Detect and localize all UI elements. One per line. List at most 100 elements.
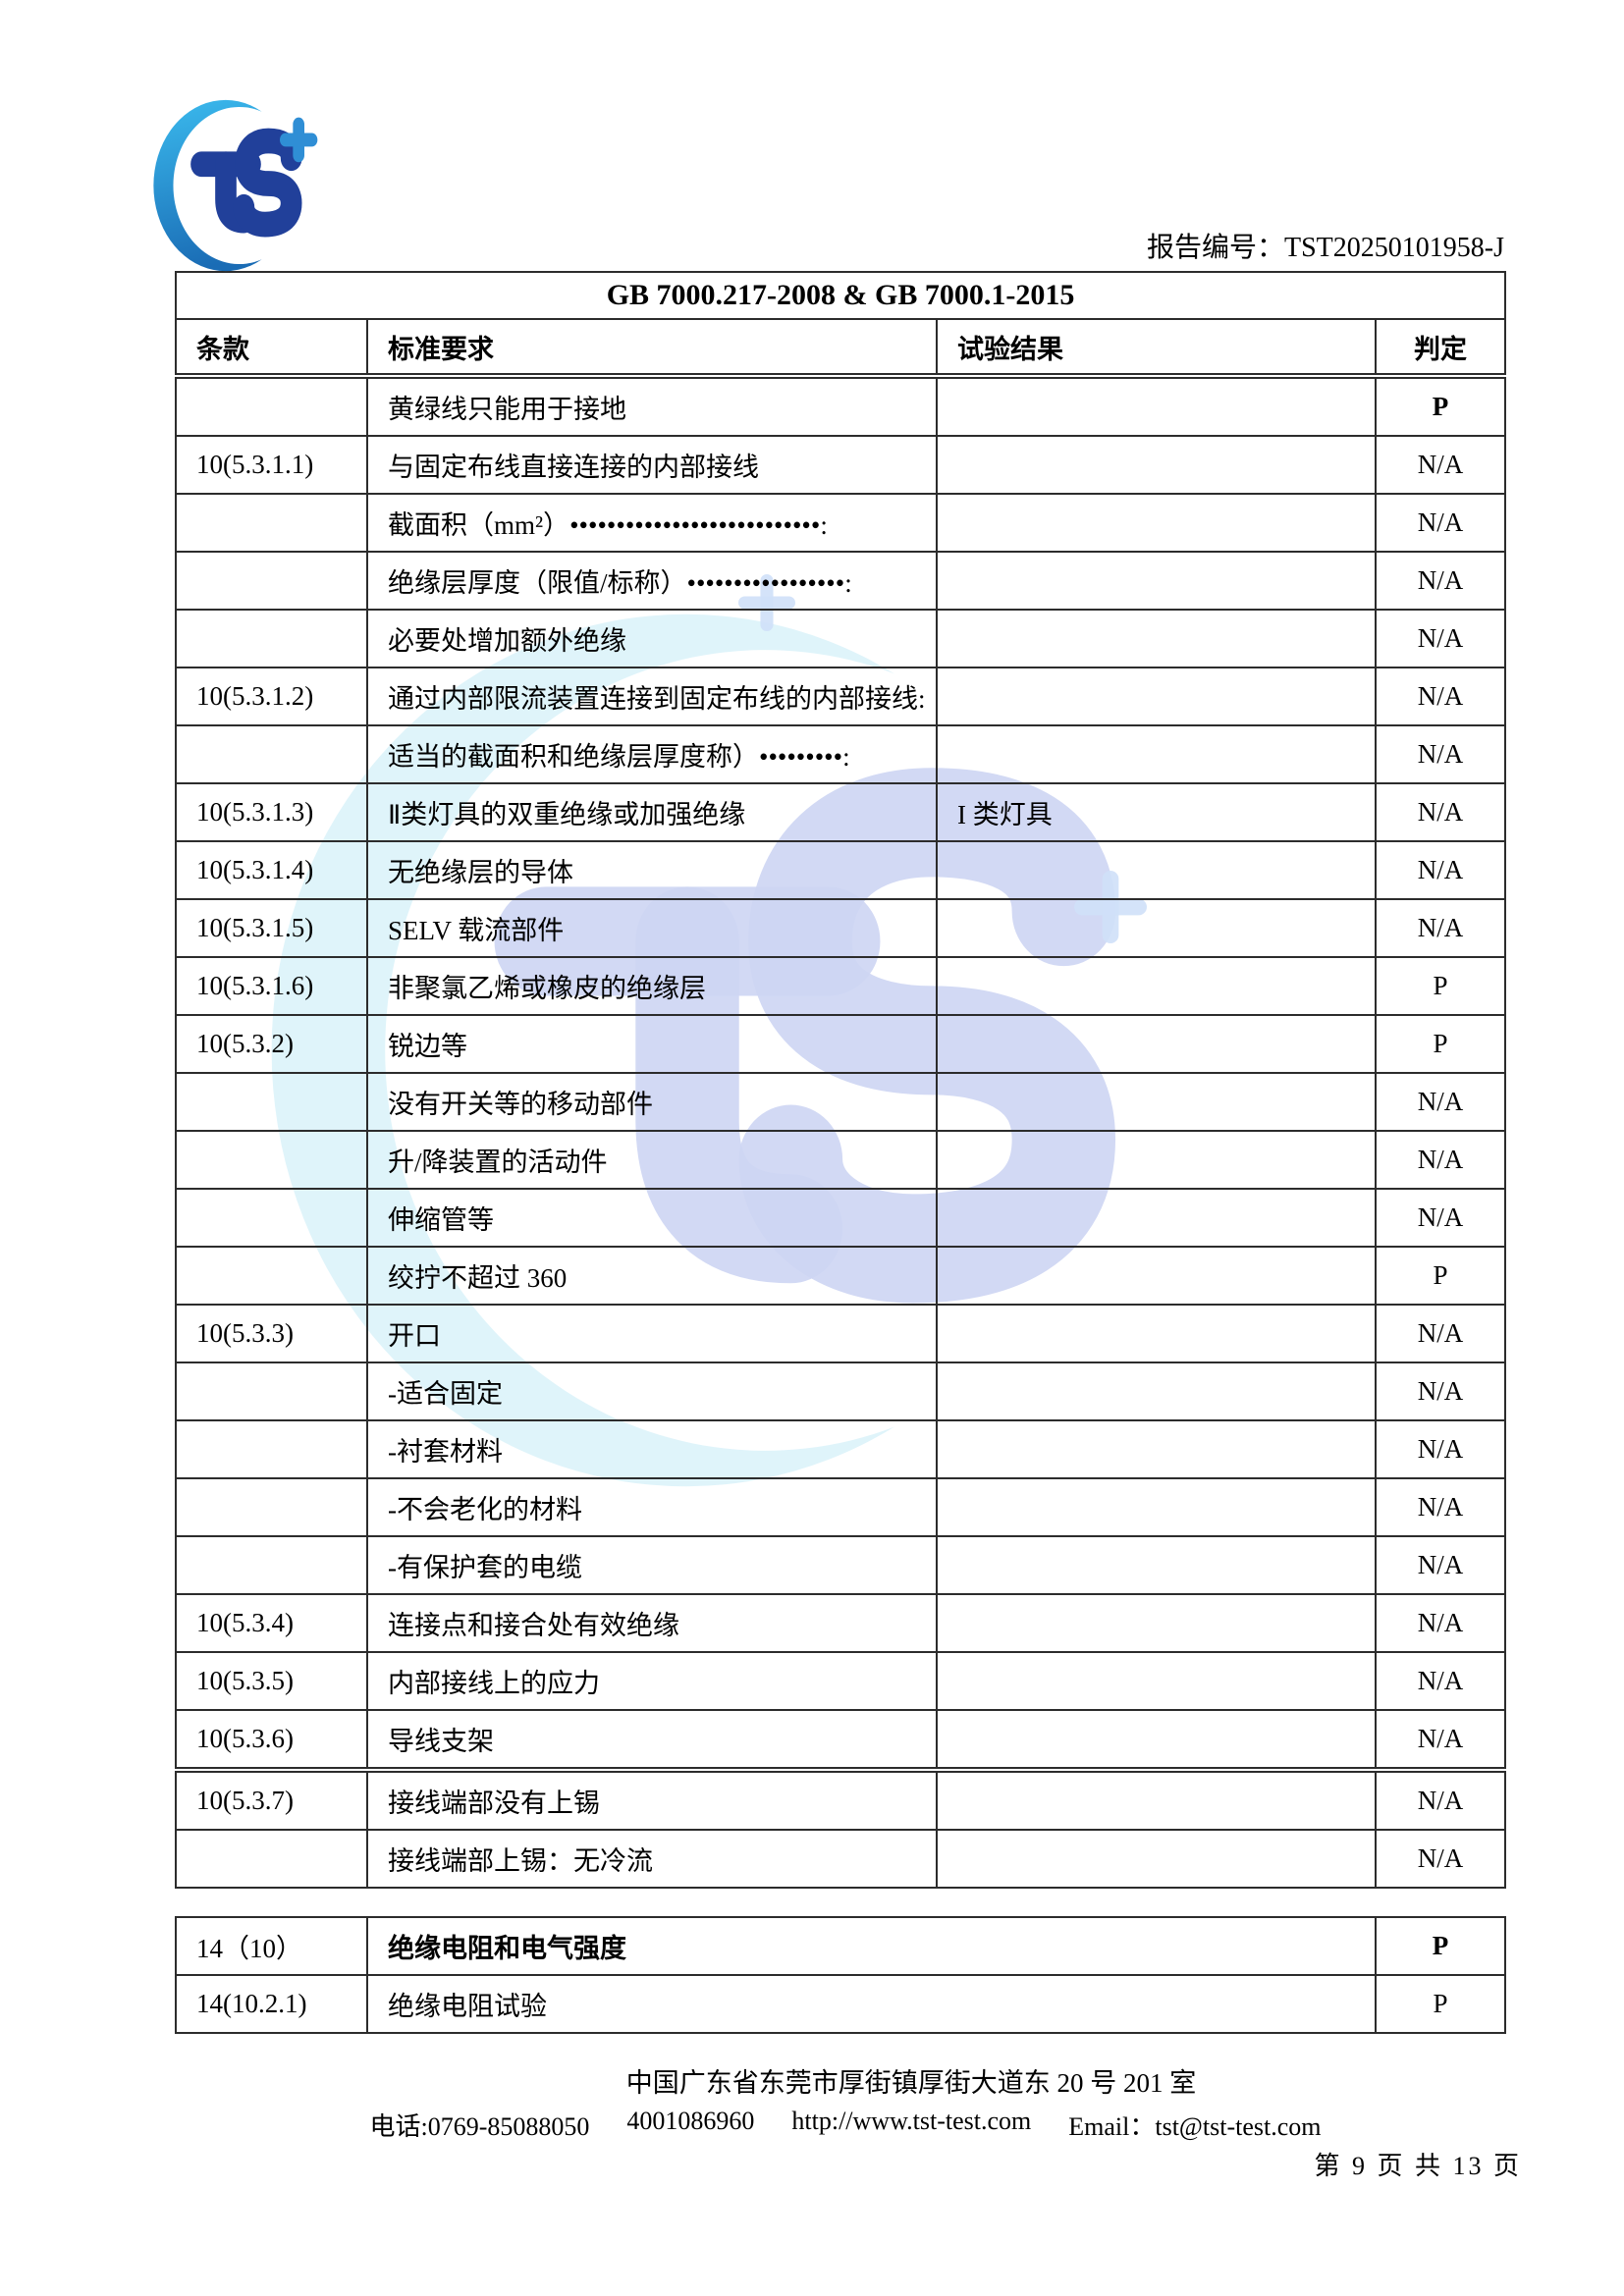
- footer-website: http://www.tst-test.com: [791, 2107, 1032, 2135]
- verdict-cell: N/A: [1374, 898, 1507, 958]
- verdict-cell: N/A: [1374, 1304, 1507, 1363]
- verdict-cell: N/A: [1374, 1593, 1507, 1653]
- verdict-cell: P: [1375, 1916, 1506, 1976]
- requirement-cell: SELV 载流部件: [366, 898, 938, 958]
- verdict-cell: N/A: [1374, 667, 1507, 726]
- clause-cell: [175, 493, 368, 553]
- verdict-cell: P: [1375, 1974, 1506, 2034]
- tst-logo: [153, 99, 318, 272]
- result-cell: [936, 1072, 1377, 1132]
- verdict-cell: P: [1374, 1246, 1507, 1306]
- result-cell: [936, 1362, 1377, 1421]
- verdict-cell: P: [1374, 1014, 1507, 1074]
- verdict-cell: N/A: [1374, 1362, 1507, 1421]
- insulation-resistance-table: 14（10） 绝缘电阻和电气强度 P 14(10.2.1) 绝缘电阻试验 P: [175, 1916, 1506, 2034]
- clause-cell: 10(5.3.3): [175, 1304, 368, 1363]
- clause-cell: [175, 1535, 368, 1595]
- table-row: 14（10） 绝缘电阻和电气强度 P: [175, 1916, 1506, 1976]
- result-cell: [936, 724, 1377, 784]
- result-cell: [936, 435, 1377, 495]
- footer-hotline: 4001086960: [626, 2107, 755, 2135]
- table-title-row: GB 7000.217-2008 & GB 7000.1-2015: [174, 271, 1507, 320]
- table-row: 绞拧不超过 360 P: [175, 1246, 1507, 1306]
- requirement-cell: 锐边等: [366, 1014, 938, 1074]
- table-row: 绝缘层厚度（限值/标称）•••••••••••••••••: N/A: [175, 551, 1507, 611]
- result-cell: [936, 609, 1377, 668]
- verdict-cell: N/A: [1374, 1072, 1507, 1132]
- result-cell: [936, 1535, 1377, 1595]
- result-cell: [936, 1246, 1377, 1306]
- result-cell: [936, 375, 1377, 437]
- result-cell: [936, 956, 1377, 1016]
- requirement-cell: 与固定布线直接连接的内部接线: [366, 435, 938, 495]
- verdict-cell: N/A: [1374, 1188, 1507, 1248]
- clause-cell: [175, 1246, 368, 1306]
- verdict-cell: N/A: [1374, 840, 1507, 900]
- clause-cell: 14(10.2.1): [175, 1974, 368, 2034]
- verdict-cell: N/A: [1374, 609, 1507, 668]
- requirement-cell: 绝缘电阻和电气强度: [366, 1916, 1377, 1976]
- requirement-cell: 接线端部没有上锡: [366, 1769, 938, 1831]
- table-row: 10(5.3.1.6) 非聚氯乙烯或橡皮的绝缘层 P: [175, 956, 1507, 1016]
- clause-cell: [175, 609, 368, 668]
- verdict-cell: N/A: [1374, 1535, 1507, 1595]
- clause-cell: [175, 1829, 368, 1889]
- clause-cell: [175, 1419, 368, 1479]
- requirement-cell: 绝缘层厚度（限值/标称）•••••••••••••••••:: [366, 551, 938, 611]
- table-row: 14(10.2.1) 绝缘电阻试验 P: [175, 1974, 1506, 2034]
- verdict-cell: N/A: [1374, 1769, 1507, 1831]
- result-cell: [936, 1829, 1377, 1889]
- clause-cell: [175, 1477, 368, 1537]
- clause-cell: 10(5.3.5): [175, 1651, 368, 1711]
- result-cell: [936, 1593, 1377, 1653]
- clause-cell: 10(5.3.1.6): [175, 956, 368, 1016]
- footer-email: Email：tst@tst-test.com: [1068, 2112, 1322, 2141]
- table-row: 10(5.3.6) 导线支架 N/A: [175, 1709, 1507, 1773]
- report-number-label: 报告编号：: [1146, 233, 1284, 263]
- result-cell: [936, 898, 1377, 958]
- table-row: 伸缩管等 N/A: [175, 1188, 1507, 1248]
- table-row: 接线端部上锡：无冷流 N/A: [175, 1829, 1507, 1889]
- verdict-cell: N/A: [1374, 782, 1507, 842]
- page-number: 第 9 页 共 13 页: [1314, 2152, 1522, 2180]
- clause-cell: [175, 551, 368, 611]
- result-cell: [936, 840, 1377, 900]
- result-cell: [936, 1477, 1377, 1537]
- requirement-cell: 绞拧不超过 360: [366, 1246, 938, 1306]
- verdict-cell: N/A: [1374, 551, 1507, 611]
- logo-ts-letters: [190, 128, 302, 238]
- requirement-cell: 内部接线上的应力: [366, 1651, 938, 1711]
- requirement-cell: -有保护套的电缆: [366, 1535, 938, 1595]
- result-cell: [936, 1188, 1377, 1248]
- requirement-cell: 伸缩管等: [366, 1188, 938, 1248]
- footer-contact-line: 电话:0769-85088050 4001086960 http://www.t…: [370, 2107, 1322, 2143]
- footer-address: 中国广东省东莞市厚街镇厚街大道东 20 号 201 室: [625, 2068, 1197, 2098]
- requirement-cell: 升/降装置的活动件: [366, 1130, 938, 1190]
- clause-cell: [175, 375, 368, 437]
- result-cell: [936, 1304, 1377, 1363]
- verdict-cell: N/A: [1374, 1709, 1507, 1773]
- result-cell: [936, 1130, 1377, 1190]
- logo-crescent: [153, 99, 262, 272]
- standards-requirements-table: GB 7000.217-2008 & GB 7000.1-2015 条款 标准要…: [174, 271, 1507, 1889]
- verdict-cell: N/A: [1374, 493, 1507, 553]
- requirement-cell: 黄绿线只能用于接地: [366, 375, 938, 437]
- table-row: 10(5.3.3) 开口 N/A: [175, 1304, 1507, 1363]
- clause-cell: 14（10）: [175, 1916, 368, 1976]
- result-cell: I 类灯具: [936, 782, 1377, 842]
- clause-cell: 10(5.3.1.2): [175, 667, 368, 726]
- verdict-cell: N/A: [1374, 1419, 1507, 1479]
- verdict-cell: N/A: [1374, 1829, 1507, 1889]
- result-cell: [936, 1014, 1377, 1074]
- clause-cell: 10(5.3.2): [175, 1014, 368, 1074]
- table-row: -适合固定 N/A: [175, 1362, 1507, 1421]
- requirement-cell: 适当的截面积和绝缘层厚度称）•••••••••:: [366, 724, 938, 784]
- requirement-cell: 开口: [366, 1304, 938, 1363]
- requirement-cell: 没有开关等的移动部件: [366, 1072, 938, 1132]
- table-row: 10(5.3.4) 连接点和接合处有效绝缘 N/A: [175, 1593, 1507, 1653]
- verdict-cell: N/A: [1374, 1651, 1507, 1711]
- clause-cell: [175, 724, 368, 784]
- report-number-line: 报告编号：TST20250101958-J: [1147, 226, 1504, 265]
- requirement-cell: 必要处增加额外绝缘: [366, 609, 938, 668]
- result-cell: [936, 1709, 1377, 1773]
